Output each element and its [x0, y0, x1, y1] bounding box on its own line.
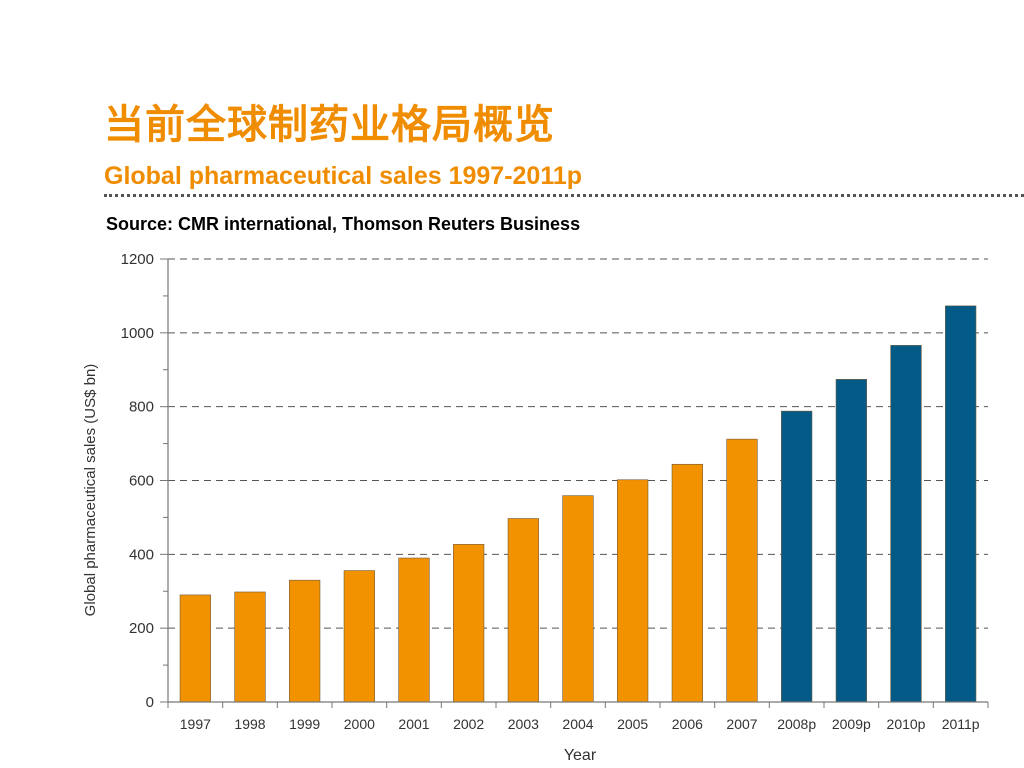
x-tick-label: 2001	[398, 716, 429, 732]
bar-projected	[835, 379, 867, 703]
x-tick-label: 2006	[672, 716, 703, 732]
bar-projected	[945, 305, 977, 703]
page-title: 当前全球制药业格局概览	[104, 102, 555, 148]
bar-actual	[507, 518, 539, 703]
y-tick-label: 400	[129, 546, 154, 563]
y-axis-title: Global pharmaceutical sales (US$ bn)	[82, 364, 99, 617]
x-tick-label: 2004	[562, 716, 593, 732]
x-tick-label: 2009p	[832, 716, 871, 732]
bar-actual	[617, 479, 649, 703]
x-tick-label: 2010p	[887, 716, 926, 732]
x-tick-label: 1999	[289, 716, 320, 732]
chart-subtitle: Global pharmaceutical sales 1997-2011p	[104, 162, 583, 190]
y-tick-label: 1000	[121, 325, 154, 342]
axes	[160, 258, 989, 708]
bars	[179, 305, 977, 703]
x-tick-label: 2008p	[777, 716, 816, 732]
source-note: Source: CMR international, Thomson Reute…	[106, 214, 581, 234]
bar-actual	[726, 438, 758, 703]
x-tick-label: 2002	[453, 716, 484, 732]
bar-projected	[890, 345, 922, 703]
y-tick-label: 0	[146, 694, 154, 711]
y-tick-label: 1200	[121, 251, 154, 268]
y-tick-label: 600	[129, 473, 154, 490]
x-tick-label: 2000	[344, 716, 375, 732]
bar-actual	[398, 557, 430, 703]
x-tick-label: 2003	[508, 716, 539, 732]
dotted-divider	[104, 194, 1024, 197]
bar-actual	[671, 463, 703, 703]
bar-projected	[781, 410, 813, 703]
x-tick-label: 2007	[726, 716, 757, 732]
bar-actual	[453, 544, 485, 703]
bar-actual	[289, 579, 321, 703]
x-tick-label: 1998	[234, 716, 265, 732]
x-tick-label: 1997	[180, 716, 211, 732]
bar-actual	[562, 495, 594, 703]
bar-actual	[179, 594, 211, 703]
y-tick-label: 800	[129, 399, 154, 416]
y-tick-label: 200	[129, 620, 154, 637]
tick-labels: 0 200 400 600 800 1000 1200 1997 1998 1999 2000 200…	[121, 251, 980, 732]
x-tick-label: 2011p	[942, 716, 980, 732]
bar-actual	[234, 591, 266, 703]
x-tick-label: 2005	[617, 716, 648, 732]
x-axis-title: Year	[564, 747, 597, 764]
bar-actual	[343, 570, 375, 703]
